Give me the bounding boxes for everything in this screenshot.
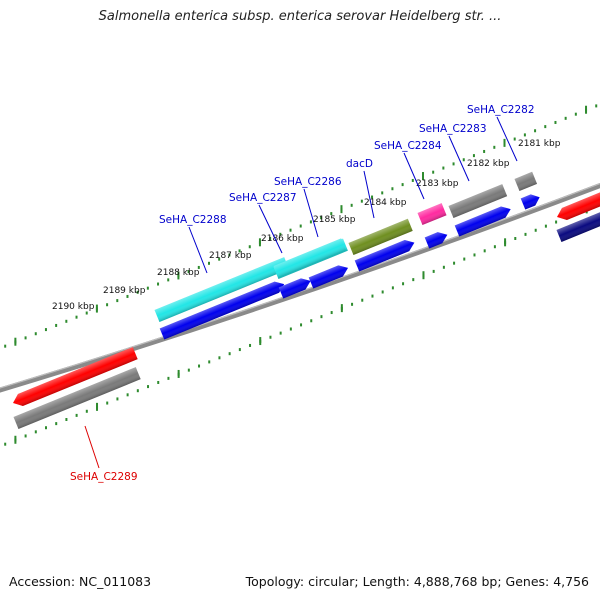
genome-backbone bbox=[0, 182, 600, 393]
cds-bar[interactable] bbox=[154, 257, 290, 323]
feature-arrow[interactable] bbox=[520, 192, 542, 210]
feature-arrow[interactable] bbox=[454, 204, 513, 237]
tick-label: 2183 kbp bbox=[416, 179, 459, 189]
cds-bar[interactable] bbox=[13, 367, 141, 430]
feature-arrow[interactable] bbox=[11, 347, 138, 409]
cds-bar[interactable] bbox=[514, 171, 538, 192]
tick-label: 2186 kbp bbox=[261, 234, 304, 244]
feature-arrow[interactable] bbox=[308, 262, 351, 289]
gene-label[interactable]: SeHA_C2283 bbox=[419, 123, 487, 135]
tick-label: 2184 kbp bbox=[364, 198, 407, 208]
feature-arrow[interactable] bbox=[354, 237, 417, 272]
tick-ring: 2181 kbp 2182 kbp 2183 kbp 2184 kbp 2185 kbp… bbox=[4, 104, 598, 446]
tick-label: 2185 kbp bbox=[313, 215, 356, 225]
gene-label[interactable]: dacD bbox=[346, 158, 373, 170]
feature-arrow[interactable] bbox=[159, 279, 287, 340]
gene-label[interactable]: SeHA_C2286 bbox=[274, 176, 342, 188]
label-leader-line bbox=[84, 425, 100, 469]
cds-bar[interactable] bbox=[417, 203, 447, 226]
label-leader-line bbox=[188, 226, 208, 274]
label-leader-line bbox=[303, 188, 319, 238]
backbone-line bbox=[0, 182, 600, 393]
tick-label: 2189 kbp bbox=[103, 286, 146, 296]
label-leader-line bbox=[403, 152, 425, 200]
cds-bar[interactable] bbox=[348, 218, 413, 256]
feature-arrow[interactable] bbox=[555, 188, 600, 223]
gene-label[interactable]: SeHA_C2282 bbox=[467, 104, 535, 116]
genome-summary: Topology: circular; Length: 4,888,768 bp… bbox=[245, 574, 589, 589]
tick-label: 2188 kbp bbox=[157, 268, 200, 278]
label-leader-line bbox=[448, 135, 470, 182]
tick-label: 2181 kbp bbox=[518, 139, 561, 149]
gene-label[interactable]: SeHA_C2287 bbox=[229, 192, 297, 204]
accession-text: Accession: NC_011083 bbox=[9, 574, 152, 589]
gene-track bbox=[11, 171, 600, 430]
tick-label: 2182 kbp bbox=[467, 159, 510, 169]
gene-label[interactable]: SeHA_C2288 bbox=[159, 214, 227, 226]
cds-bar[interactable] bbox=[448, 184, 508, 219]
cds-bar[interactable] bbox=[273, 238, 347, 279]
tick-label: 2190 kbp bbox=[52, 302, 95, 312]
label-leader-line bbox=[496, 116, 518, 162]
map-title: Salmonella enterica subsp. enterica sero… bbox=[98, 9, 502, 24]
feature-arrow[interactable] bbox=[278, 275, 313, 299]
gene-label[interactable]: SeHA_C2289 bbox=[70, 471, 138, 483]
label-leader-line bbox=[363, 170, 375, 219]
cds-bar[interactable] bbox=[556, 207, 600, 243]
gene-label[interactable]: SeHA_C2284 bbox=[374, 140, 442, 152]
tick-label: 2187 kbp bbox=[209, 251, 252, 261]
label-leader-line bbox=[258, 204, 283, 254]
feature-arrow[interactable] bbox=[424, 229, 450, 249]
